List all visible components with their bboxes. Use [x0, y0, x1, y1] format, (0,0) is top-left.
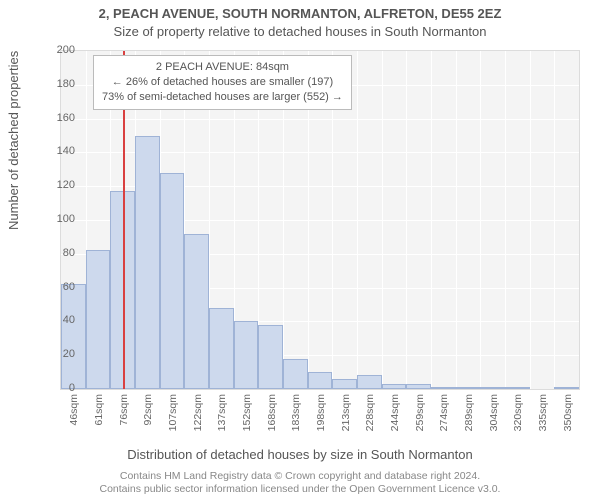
annotation-line-2: ← 26% of detached houses are smaller (19…	[102, 75, 343, 90]
histogram-bar	[283, 359, 308, 389]
x-tick-label: 76sqm	[118, 394, 130, 444]
histogram-bar	[406, 384, 431, 389]
x-tick-label: 259sqm	[414, 394, 426, 444]
x-tick-label: 61sqm	[93, 394, 105, 444]
gridline-v	[530, 51, 531, 389]
y-tick-label: 20	[45, 348, 75, 360]
gridline-v	[431, 51, 432, 389]
y-tick-label: 120	[45, 179, 75, 191]
histogram-bar	[184, 234, 209, 389]
gridline-v	[406, 51, 407, 389]
histogram-bar	[308, 372, 333, 389]
histogram-bar	[382, 384, 407, 389]
y-tick-label: 200	[45, 44, 75, 56]
y-tick-label: 160	[45, 112, 75, 124]
histogram-bar	[86, 250, 111, 389]
y-tick-label: 40	[45, 314, 75, 326]
gridline-v	[382, 51, 383, 389]
x-tick-label: 228sqm	[364, 394, 376, 444]
annotation-line-3: 73% of semi-detached houses are larger (…	[102, 90, 343, 105]
x-tick-label: 183sqm	[290, 394, 302, 444]
x-tick-label: 122sqm	[192, 394, 204, 444]
y-tick-label: 100	[45, 213, 75, 225]
y-tick-label: 60	[45, 281, 75, 293]
gridline-v	[505, 51, 506, 389]
x-tick-label: 137sqm	[216, 394, 228, 444]
x-tick-label: 289sqm	[463, 394, 475, 444]
histogram-bar	[209, 308, 234, 389]
annotation-line-1: 2 PEACH AVENUE: 84sqm	[102, 60, 343, 75]
x-tick-label: 168sqm	[266, 394, 278, 444]
histogram-bar	[480, 387, 505, 389]
x-tick-label: 350sqm	[562, 394, 574, 444]
y-axis-label: Number of detached properties	[6, 51, 21, 230]
x-tick-label: 152sqm	[241, 394, 253, 444]
gridline-v	[480, 51, 481, 389]
x-tick-label: 213sqm	[340, 394, 352, 444]
gridline-h	[61, 119, 579, 120]
histogram-bar	[357, 375, 382, 389]
y-tick-label: 0	[45, 382, 75, 394]
histogram-bar	[135, 136, 160, 390]
gridline-v	[456, 51, 457, 389]
x-tick-label: 304sqm	[488, 394, 500, 444]
gridline-v	[357, 51, 358, 389]
title-line-1: 2, PEACH AVENUE, SOUTH NORMANTON, ALFRET…	[0, 6, 600, 21]
title-line-2: Size of property relative to detached ho…	[0, 24, 600, 39]
histogram-bar	[505, 387, 530, 389]
x-axis-label: Distribution of detached houses by size …	[0, 447, 600, 462]
x-tick-label: 46sqm	[68, 394, 80, 444]
histogram-bar	[554, 387, 579, 389]
x-tick-label: 244sqm	[389, 394, 401, 444]
x-tick-label: 335sqm	[537, 394, 549, 444]
histogram-bar	[160, 173, 185, 389]
footer-text: Contains HM Land Registry data © Crown c…	[0, 470, 600, 496]
x-tick-label: 274sqm	[438, 394, 450, 444]
histogram-bar	[431, 387, 456, 389]
gridline-v	[554, 51, 555, 389]
histogram-bar	[258, 325, 283, 389]
x-tick-label: 107sqm	[167, 394, 179, 444]
y-tick-label: 140	[45, 145, 75, 157]
annotation-box: 2 PEACH AVENUE: 84sqm ← 26% of detached …	[93, 55, 352, 110]
x-tick-label: 198sqm	[315, 394, 327, 444]
histogram-bar	[456, 387, 481, 389]
x-tick-label: 92sqm	[142, 394, 154, 444]
y-tick-label: 80	[45, 247, 75, 259]
histogram-bar	[234, 321, 259, 389]
histogram-bar	[332, 379, 357, 389]
histogram-bar	[61, 284, 86, 389]
y-tick-label: 180	[45, 78, 75, 90]
x-tick-label: 320sqm	[512, 394, 524, 444]
